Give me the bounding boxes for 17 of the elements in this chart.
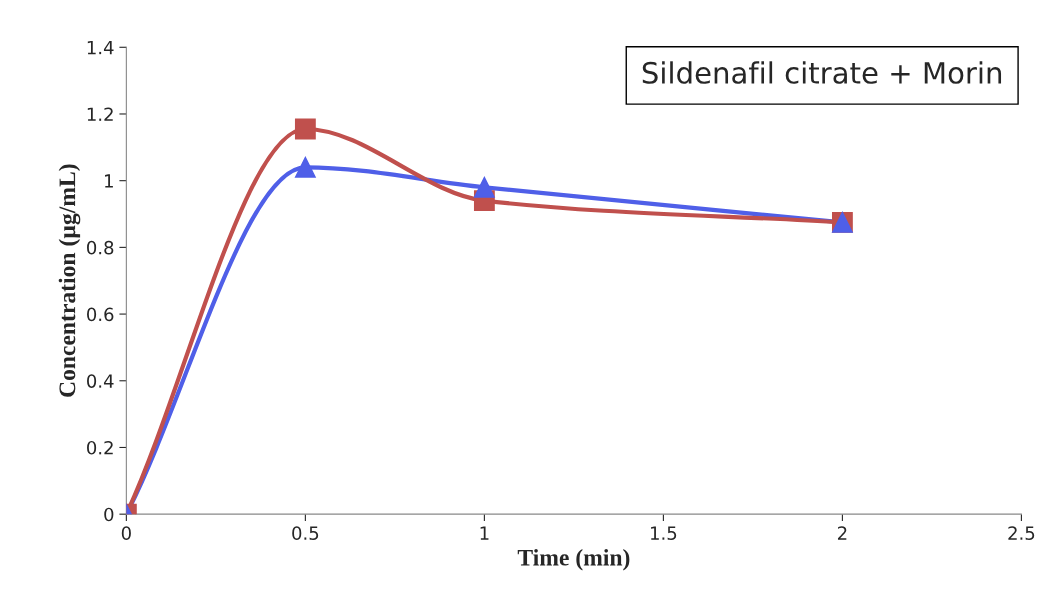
y-tick-label: 1 (105, 174, 113, 188)
x-tick-label: 0 (121, 526, 131, 540)
y-tick-label: 0.2 (87, 440, 113, 455)
y-axis-title: Concentration (µg/mL) (58, 164, 81, 397)
y-tick-label: 0.6 (87, 307, 114, 322)
x-tick-label: 2.5 (1008, 526, 1035, 540)
chart-title: Sildenafil citrate + Morin (642, 61, 1002, 84)
x-axis-title: Time (min) (517, 549, 630, 571)
x-tick-label: 1.5 (651, 526, 677, 540)
y-tick-label: 0.4 (87, 374, 114, 388)
y-tick-label: 1.4 (87, 40, 114, 55)
y-tick-label: 0.8 (87, 240, 114, 255)
x-tick-label: 1 (480, 526, 489, 540)
y-tick-label: 1.2 (87, 107, 113, 121)
y-tick-label: 0 (104, 507, 114, 522)
x-tick-label: 2 (837, 526, 847, 540)
x-tick-label: 0.5 (292, 526, 319, 540)
